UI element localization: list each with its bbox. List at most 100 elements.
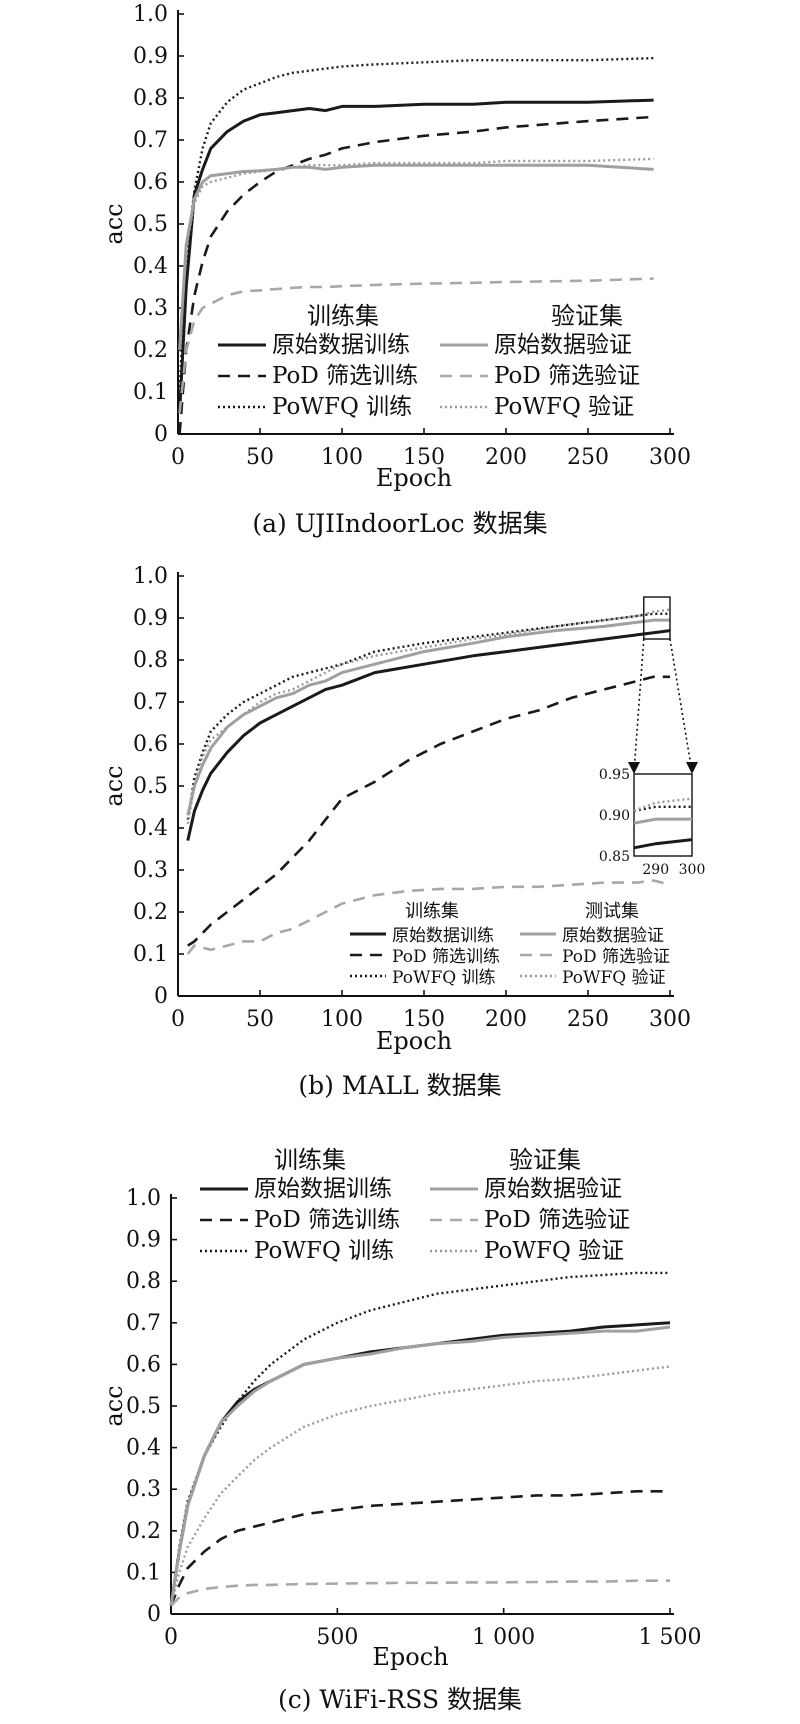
zoom-connector [669, 638, 693, 773]
series-line-val-powfq [169, 1365, 671, 1606]
legend-entry: PoD 筛选训练 [272, 363, 418, 389]
series-line-val-original [169, 1325, 671, 1606]
series-line-train-original [169, 1321, 671, 1606]
legend-entry: PoWFQ 训练 [272, 394, 412, 420]
inset-x-tick-label: 300 [679, 862, 706, 878]
series-line-train-pod [169, 1490, 670, 1607]
legend-entry: PoWFQ 验证 [484, 1238, 624, 1264]
zoom-connector [633, 638, 645, 773]
x-tick-label: 0 [164, 1625, 178, 1650]
legend-entry: PoWFQ 验证 [562, 968, 666, 988]
y-tick-label: 0.8 [133, 648, 168, 673]
series-line-val-powfq [178, 157, 654, 351]
y-tick-label: 0.9 [133, 606, 168, 631]
zoom-box [643, 596, 671, 640]
legend-entry: 原始数据验证 [484, 1176, 622, 1202]
series-line-train-original [186, 629, 671, 841]
series-line-train-powfq [178, 56, 654, 393]
y-tick-label: 0.1 [133, 380, 168, 405]
x-tick-label: 500 [316, 1625, 358, 1650]
x-tick-label: 0 [171, 445, 185, 470]
y-tick-label: 0.9 [126, 1228, 161, 1253]
panel-caption: (b) MALL 数据集 [298, 1071, 501, 1100]
y-tick-label: 0.3 [126, 1477, 161, 1502]
y-tick-label: 0.7 [133, 128, 168, 153]
legend-entry: PoD 筛选验证 [484, 1207, 630, 1233]
y-tick-label: 0 [154, 422, 168, 447]
legend-header-val: 验证集 [509, 1146, 581, 1174]
y-axis-label: acc [100, 765, 128, 806]
x-tick-label: 300 [649, 445, 691, 470]
series-line-val-pod [178, 277, 654, 414]
y-tick-label: 0.9 [133, 44, 168, 69]
y-axis-label: acc [100, 203, 128, 244]
x-tick-label: 200 [485, 445, 527, 470]
legend-entry: 原始数据训练 [254, 1176, 392, 1202]
zoom-arrowhead [628, 762, 640, 774]
x-tick-label: 250 [567, 1007, 609, 1032]
legend-header-train: 训练集 [405, 901, 459, 922]
series-line-val-pod [170, 1579, 670, 1607]
y-tick-label: 1.0 [126, 1186, 161, 1211]
y-tick-label: 0.4 [133, 254, 168, 279]
legend-entry: PoD 筛选训练 [254, 1207, 400, 1233]
y-axis-label: acc [100, 1385, 128, 1426]
y-tick-label: 0.6 [133, 170, 168, 195]
y-tick-label: 0.7 [126, 1311, 161, 1336]
legend-entry: 原始数据验证 [494, 332, 632, 358]
legend-entry: PoD 筛选训练 [392, 947, 500, 967]
y-tick-label: 0.4 [126, 1436, 161, 1461]
inset-series-line [633, 838, 693, 850]
x-tick-label: 50 [246, 1007, 274, 1032]
legend-header-train: 训练集 [274, 1146, 346, 1174]
legend-entry: PoWFQ 训练 [254, 1238, 394, 1264]
y-tick-label: 0.8 [133, 86, 168, 111]
inset-series-line [633, 817, 692, 825]
y-tick-label: 0.4 [133, 816, 168, 841]
legend-entry: PoD 筛选验证 [494, 363, 640, 389]
series-line-val-original [178, 163, 654, 351]
y-tick-label: 0.1 [133, 942, 168, 967]
x-tick-label: 0 [171, 1007, 185, 1032]
y-tick-label: 0.2 [126, 1519, 161, 1544]
y-tick-label: 0.7 [133, 690, 168, 715]
x-tick-label: 50 [246, 445, 274, 470]
legend-entry: PoWFQ 验证 [494, 394, 634, 420]
legend-entry: PoWFQ 训练 [392, 968, 496, 988]
x-tick-label: 250 [567, 445, 609, 470]
y-tick-label: 0.6 [126, 1352, 161, 1377]
panel-caption: (a) UJIIndoorLoc 数据集 [252, 509, 547, 538]
legend-entry: 原始数据训练 [272, 332, 410, 358]
series-line-val-powfq [186, 608, 671, 825]
y-tick-label: 0.3 [133, 858, 168, 883]
y-tick-label: 0.2 [133, 900, 168, 925]
x-tick-label: 100 [321, 1007, 363, 1032]
y-tick-label: 1.0 [133, 2, 168, 27]
panel-caption: (c) WiFi-RSS 数据集 [278, 1685, 522, 1714]
y-tick-label: 0 [154, 984, 168, 1009]
legend-entry: 原始数据验证 [562, 926, 664, 946]
x-axis-label: Epoch [376, 464, 452, 492]
series-line-train-pod [187, 675, 670, 947]
inset-y-tick-label: 0.85 [599, 849, 630, 865]
y-tick-label: 0 [147, 1602, 161, 1627]
series-line-train-powfq [186, 612, 670, 820]
legend-entry: PoD 筛选验证 [562, 947, 670, 967]
series-line-val-pod [186, 879, 671, 955]
legend-header-train: 训练集 [307, 302, 379, 330]
y-tick-label: 0.6 [133, 732, 168, 757]
y-tick-label: 0.3 [133, 296, 168, 321]
x-axis-label: Epoch [376, 1027, 452, 1055]
y-tick-label: 1.0 [133, 564, 168, 589]
y-tick-label: 0.5 [133, 774, 168, 799]
x-tick-label: 200 [485, 1007, 527, 1032]
x-tick-label: 100 [321, 445, 363, 470]
zoom-arrowhead [686, 762, 698, 774]
series-line-train-powfq [169, 1271, 670, 1606]
y-tick-label: 0.5 [133, 212, 168, 237]
inset-x-tick-label: 290 [642, 862, 669, 878]
x-tick-label: 150 [403, 445, 445, 470]
x-tick-label: 300 [649, 1007, 691, 1032]
series-line-train-pod [178, 115, 654, 435]
